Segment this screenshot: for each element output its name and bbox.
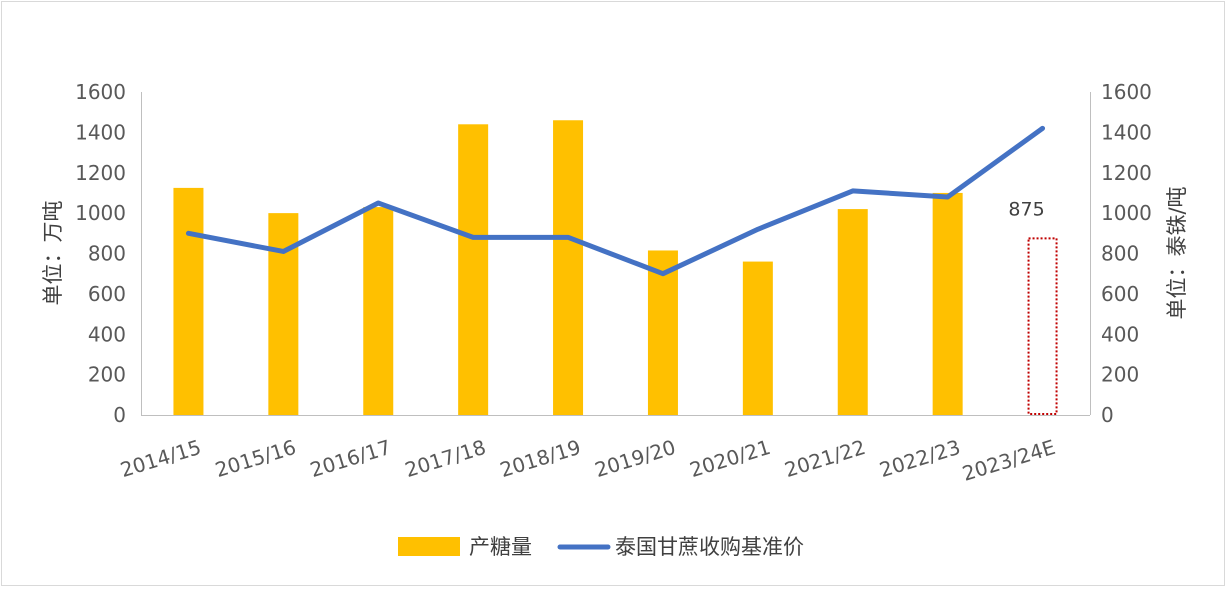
right-tick-label: 200 xyxy=(1101,363,1139,387)
legend-line-label: 泰国甘蔗收购基准价 xyxy=(615,535,804,559)
bar xyxy=(742,261,773,415)
left-tick-label: 1000 xyxy=(75,201,126,225)
right-axis-ticks: 0 200 400 600 800 1000 1200 1400 1600 xyxy=(1101,80,1152,427)
right-tick-label: 1400 xyxy=(1101,120,1152,144)
bar xyxy=(553,120,584,415)
x-tick-label: 2018/19 xyxy=(497,435,583,482)
x-tick-label: 2023/24E xyxy=(959,435,1058,486)
left-axis-title: 单位：万吨 xyxy=(41,201,65,306)
left-tick-label: 1400 xyxy=(75,120,126,144)
left-tick-label: 1600 xyxy=(75,80,126,104)
x-tick-label: 2019/20 xyxy=(592,435,678,482)
x-axis-ticks: 2014/15 2015/16 2016/17 2017/18 2018/19 2019/… xyxy=(117,435,1058,486)
line-series xyxy=(185,125,1046,277)
legend: 产糖量 泰国甘蔗收购基准价 xyxy=(398,535,804,559)
x-tick-label: 2015/16 xyxy=(212,435,298,482)
left-axis-ticks: 0 200 400 600 800 1000 1200 1400 1600 xyxy=(75,80,126,427)
left-tick-label: 200 xyxy=(88,363,126,387)
x-tick-label: 2020/21 xyxy=(687,435,773,482)
data-labels: 875 xyxy=(1008,198,1044,220)
x-tick-label: 2016/17 xyxy=(307,435,393,482)
left-tick-label: 1200 xyxy=(75,161,126,185)
right-tick-label: 1000 xyxy=(1101,201,1152,225)
bar xyxy=(458,124,489,416)
bar xyxy=(932,192,963,415)
bar-estimate xyxy=(1027,237,1058,415)
left-tick-label: 0 xyxy=(113,403,126,427)
right-tick-label: 800 xyxy=(1101,242,1139,266)
x-tick-label: 2022/23 xyxy=(877,435,963,482)
bar-series xyxy=(173,120,1058,416)
bar xyxy=(837,209,868,415)
right-tick-label: 600 xyxy=(1101,282,1139,306)
legend-bar-label: 产糖量 xyxy=(469,535,532,559)
right-axis-title: 单位：泰铢/吨 xyxy=(1165,186,1189,319)
x-tick-label: 2014/15 xyxy=(117,435,203,482)
right-tick-label: 0 xyxy=(1101,403,1114,427)
right-tick-label: 1200 xyxy=(1101,161,1152,185)
left-tick-label: 800 xyxy=(88,242,126,266)
bar xyxy=(647,250,678,415)
right-tick-label: 1600 xyxy=(1101,80,1152,104)
bar xyxy=(173,187,204,415)
x-tick-label: 2017/18 xyxy=(402,435,488,482)
data-label: 875 xyxy=(1008,198,1044,220)
x-tick-label: 2021/22 xyxy=(782,435,868,482)
right-tick-label: 400 xyxy=(1101,322,1139,346)
bar xyxy=(363,207,394,415)
left-tick-label: 400 xyxy=(88,322,126,346)
legend-bar-swatch xyxy=(398,537,460,556)
left-tick-label: 600 xyxy=(88,282,126,306)
